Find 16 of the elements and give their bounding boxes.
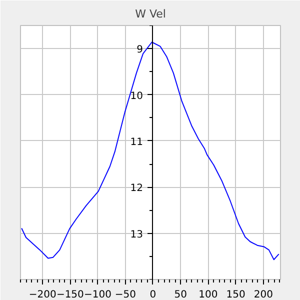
x-tick-label: −100: [84, 290, 112, 300]
x-tick-label: −150: [56, 290, 84, 300]
x-tick-label: 200: [254, 290, 273, 300]
y-tick-label: 13: [130, 229, 143, 240]
y-tick-label: 9: [136, 44, 143, 56]
x-tick-label: −200: [28, 290, 56, 300]
x-tick-label: 100: [198, 290, 218, 300]
y-tick-label: 11: [130, 136, 143, 148]
x-tick-label: 150: [226, 290, 246, 300]
chart-title: W Vel: [135, 8, 166, 20]
x-tick-label: 0: [150, 290, 156, 300]
line-series: [21, 42, 280, 260]
x-tick-label: −50: [114, 290, 136, 300]
y-tick-label: 10: [130, 90, 143, 102]
x-tick-label: 50: [174, 290, 187, 300]
y-tick-label: 12: [130, 183, 143, 194]
